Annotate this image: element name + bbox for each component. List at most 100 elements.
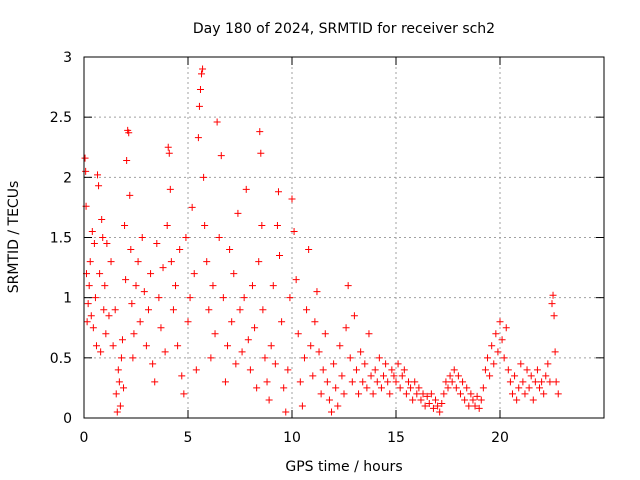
data-point xyxy=(332,384,340,392)
data-point xyxy=(259,306,267,314)
data-point xyxy=(105,312,113,320)
data-point xyxy=(84,300,92,308)
data-point xyxy=(342,324,350,332)
data-point xyxy=(236,306,244,314)
data-point xyxy=(164,143,172,151)
grid-lines xyxy=(84,57,604,418)
data-point xyxy=(82,167,90,175)
data-point xyxy=(200,173,208,181)
data-point xyxy=(159,264,167,272)
data-point xyxy=(155,294,163,302)
data-point xyxy=(498,336,506,344)
data-point xyxy=(267,342,275,350)
data-point xyxy=(113,408,121,416)
data-point xyxy=(525,384,533,392)
data-point xyxy=(384,378,392,386)
data-point xyxy=(317,390,325,398)
data-point xyxy=(196,85,204,93)
data-point xyxy=(98,215,106,223)
data-point xyxy=(286,294,294,302)
data-point xyxy=(533,366,541,374)
data-point xyxy=(496,318,504,326)
data-point xyxy=(475,404,483,412)
data-point xyxy=(359,378,367,386)
data-point xyxy=(357,348,365,356)
data-point xyxy=(278,318,286,326)
data-point xyxy=(140,288,148,296)
data-point xyxy=(280,384,288,392)
data-point xyxy=(157,324,165,332)
data-point xyxy=(527,372,535,380)
data-point xyxy=(130,330,138,338)
data-point xyxy=(502,324,510,332)
data-point xyxy=(123,156,131,164)
data-point xyxy=(292,276,300,284)
data-point xyxy=(325,396,333,404)
data-point xyxy=(311,318,319,326)
data-point xyxy=(309,372,317,380)
data-point xyxy=(417,396,425,404)
data-point xyxy=(86,258,94,266)
data-point xyxy=(232,360,240,368)
data-point xyxy=(434,402,442,410)
data-point xyxy=(492,330,500,338)
data-point xyxy=(188,203,196,211)
data-point xyxy=(544,360,552,368)
data-point xyxy=(484,354,492,362)
data-point xyxy=(404,378,412,386)
data-point xyxy=(550,312,558,320)
data-point xyxy=(307,342,315,350)
data-point xyxy=(253,384,261,392)
data-point xyxy=(121,221,129,229)
data-point xyxy=(338,372,346,380)
data-point xyxy=(205,306,213,314)
data-point xyxy=(536,384,544,392)
data-point xyxy=(224,342,232,350)
data-point xyxy=(486,372,494,380)
data-point xyxy=(334,402,342,410)
data-point xyxy=(423,392,431,400)
y-tick-label: 0 xyxy=(63,411,72,427)
data-point xyxy=(294,330,302,338)
data-point xyxy=(365,330,373,338)
data-point xyxy=(425,400,433,408)
data-point xyxy=(479,384,487,392)
data-point xyxy=(296,378,304,386)
data-point xyxy=(488,342,496,350)
data-point xyxy=(363,384,371,392)
data-point xyxy=(269,282,277,290)
data-point xyxy=(167,258,175,266)
data-point xyxy=(350,312,358,320)
data-point xyxy=(444,384,452,392)
x-tick-label: 5 xyxy=(184,430,193,446)
data-point xyxy=(452,384,460,392)
data-point xyxy=(490,360,498,368)
data-point xyxy=(100,306,108,314)
data-point xyxy=(102,330,110,338)
data-point xyxy=(111,306,119,314)
data-point xyxy=(203,258,211,266)
data-point xyxy=(258,221,266,229)
data-point xyxy=(182,234,190,241)
data-point xyxy=(508,390,516,398)
data-point xyxy=(436,408,444,416)
data-point xyxy=(169,306,177,314)
data-point xyxy=(432,396,440,404)
data-point xyxy=(549,291,557,299)
data-point xyxy=(465,402,473,410)
y-tick-label: 3 xyxy=(63,50,72,66)
data-point xyxy=(184,318,192,326)
data-point xyxy=(369,390,377,398)
data-point xyxy=(163,221,171,229)
data-point xyxy=(122,276,130,284)
y-tick-label: 0.5 xyxy=(50,351,72,367)
data-point xyxy=(402,390,410,398)
data-point xyxy=(400,366,408,374)
data-point xyxy=(97,348,105,356)
data-point xyxy=(255,258,263,266)
x-axis-label: GPS time / hours xyxy=(285,459,402,475)
data-point xyxy=(215,234,223,241)
x-tick-label: 15 xyxy=(387,430,405,446)
x-axis-ticks: 0 5 10 15 20 xyxy=(80,57,509,446)
